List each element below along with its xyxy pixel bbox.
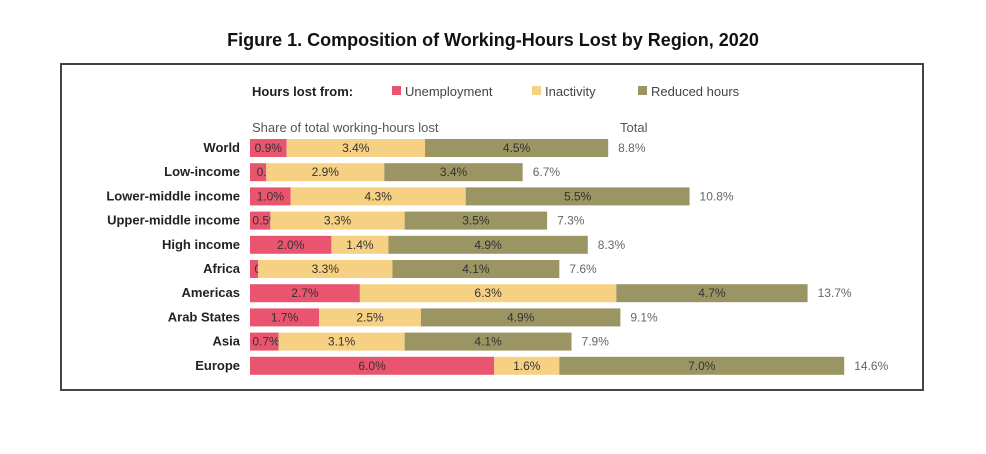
data-label: 3.3% <box>324 214 352 228</box>
bar-segment-reduced-hours <box>388 235 588 254</box>
data-label: 6.0% <box>358 359 386 373</box>
total-label: 7.9% <box>582 335 610 349</box>
bar-segment-inactivity <box>331 235 389 254</box>
legend-label: Inactivity <box>545 84 596 99</box>
data-label: 1.4% <box>346 238 374 252</box>
bar-segment-reduced-hours <box>392 260 560 278</box>
bar-segment-inactivity <box>278 332 405 351</box>
bar-segment-inactivity <box>494 356 560 375</box>
axis-subtitle: Share of total working-hours lost <box>252 120 439 135</box>
bar-segment-reduced-hours <box>425 139 609 157</box>
bar-segment-reduced-hours <box>404 332 572 351</box>
legend-label: Unemployment <box>405 84 493 99</box>
legend-swatch <box>638 86 647 95</box>
bar-segment-reduced-hours <box>616 284 808 303</box>
legend-swatch <box>392 86 401 95</box>
bar-segment-inactivity <box>258 260 393 278</box>
total-label: 10.8% <box>700 189 734 203</box>
bar-segment-reduced-hours <box>420 308 621 327</box>
data-label: 1.0% <box>257 189 285 203</box>
total-label: 6.7% <box>533 165 561 179</box>
data-label: 4.1% <box>462 262 490 276</box>
total-label: 14.6% <box>854 359 888 373</box>
bar-segment-unemployment <box>250 284 360 303</box>
legend-label: Reduced hours <box>651 84 740 99</box>
data-label: 1.7% <box>271 310 299 324</box>
bar-segment-reduced-hours <box>465 187 690 206</box>
data-label: 2.7% <box>291 286 319 300</box>
data-label: 4.7% <box>698 286 726 300</box>
data-label: 2.0% <box>277 238 305 252</box>
total-label: 8.3% <box>598 238 626 252</box>
bar-segment-unemployment <box>250 187 291 206</box>
data-label: 4.3% <box>365 189 393 203</box>
bar-segment-inactivity <box>359 284 617 303</box>
bar-segment-inactivity <box>319 308 421 327</box>
bar-segment-reduced-hours <box>404 211 548 230</box>
data-label: 2.5% <box>356 310 384 324</box>
data-label: 3.1% <box>328 335 356 349</box>
category-label: Lower-middle income <box>106 188 240 203</box>
total-label: 7.6% <box>569 262 597 276</box>
category-label: Americas <box>181 285 240 300</box>
bar-segment-inactivity <box>270 211 405 230</box>
category-label: High income <box>162 237 240 252</box>
bar-segment-unemployment <box>250 139 287 157</box>
bar-segment-unemployment <box>250 356 495 375</box>
category-label: Asia <box>213 334 241 349</box>
bar-segment-unemployment <box>250 211 271 230</box>
bar-segment-unemployment <box>250 163 267 182</box>
data-label: 7.0% <box>688 359 716 373</box>
data-label: 4.1% <box>474 335 502 349</box>
bar-segment-inactivity <box>290 187 466 206</box>
bar-segment-reduced-hours <box>384 163 523 182</box>
bar-segment-inactivity <box>286 139 426 157</box>
data-label: 0.9% <box>255 141 283 155</box>
bar-segment-unemployment <box>250 308 320 327</box>
category-label: Europe <box>195 358 240 373</box>
total-label: 13.7% <box>818 286 852 300</box>
category-label: Africa <box>203 261 241 276</box>
bar-segment-unemployment <box>250 332 279 351</box>
total-label: 8.8% <box>618 141 646 155</box>
data-label: 3.4% <box>342 141 370 155</box>
bar-segment-inactivity <box>266 163 385 182</box>
total-label: 9.1% <box>630 310 658 324</box>
data-label: 1.6% <box>513 359 541 373</box>
bar-segment-reduced-hours <box>559 356 845 375</box>
data-label: 3.5% <box>462 214 490 228</box>
data-label: 3.3% <box>312 262 340 276</box>
category-label: Low-income <box>164 164 240 179</box>
data-label: 0.7% <box>252 335 280 349</box>
chart-title: Figure 1. Composition of Working-Hours L… <box>227 30 759 50</box>
legend-title: Hours lost from: <box>252 84 353 99</box>
bar-segment-unemployment <box>250 235 332 254</box>
chart-frame <box>60 63 924 391</box>
data-label: 4.5% <box>503 141 531 155</box>
data-label: 5.5% <box>564 189 592 203</box>
category-label: Upper-middle income <box>107 213 240 228</box>
total-header: Total <box>620 120 648 135</box>
data-label: 4.9% <box>474 238 502 252</box>
data-label: 3.4% <box>440 165 468 179</box>
data-label: 6.3% <box>474 286 502 300</box>
total-label: 7.3% <box>557 214 585 228</box>
bar-segment-unemployment <box>250 260 259 278</box>
data-label: 4.9% <box>507 310 535 324</box>
category-label: Arab States <box>168 309 240 324</box>
data-label: 2.9% <box>312 165 340 179</box>
category-label: World <box>203 140 240 155</box>
legend-swatch <box>532 86 541 95</box>
